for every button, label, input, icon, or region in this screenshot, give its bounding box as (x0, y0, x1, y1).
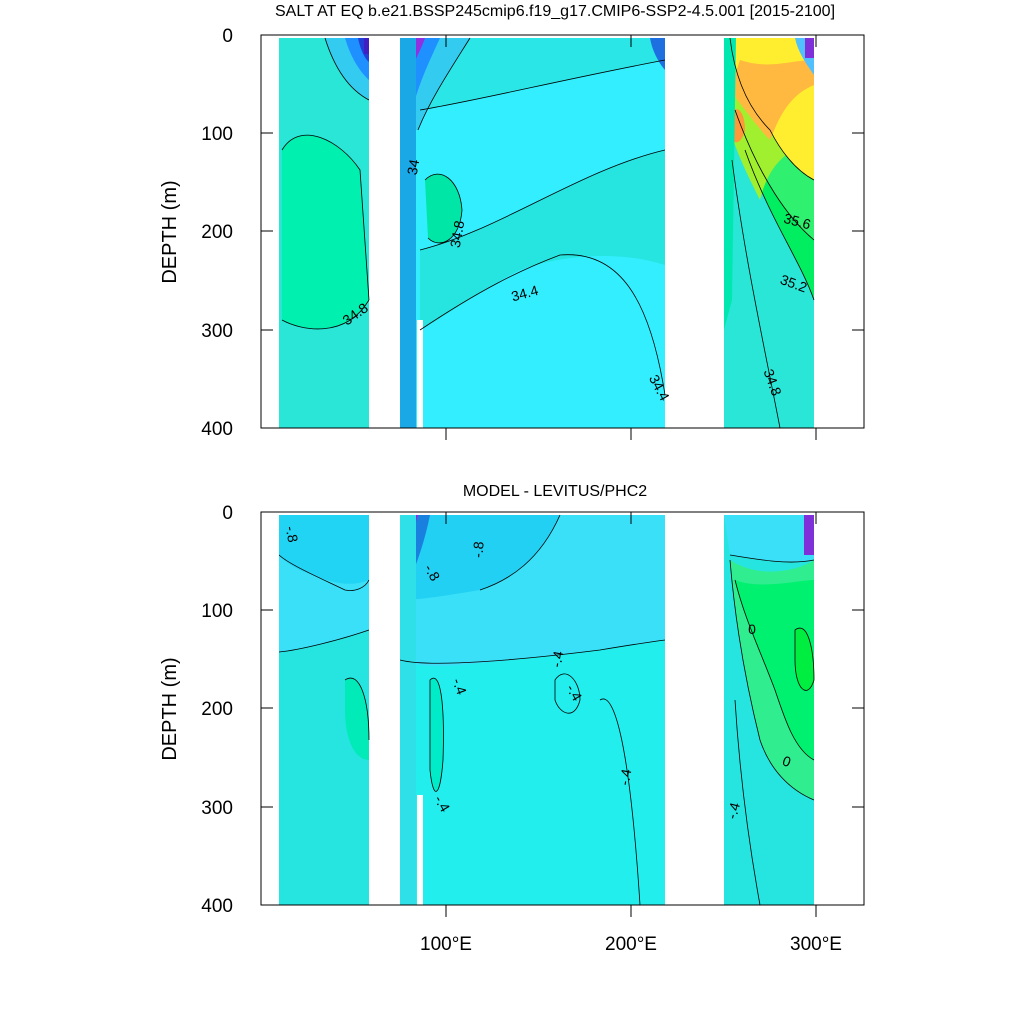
bottom-contour-label-8: -.4 (431, 792, 453, 814)
bottom-panel-title: MODEL - LEVITUS/PHC2 (463, 483, 647, 500)
bottom-indian-core (345, 678, 369, 760)
top-contour-lines (281, 37, 815, 429)
bottom-pacific-gap (417, 795, 423, 905)
bottom-contour-label-9: -.4 (723, 801, 743, 821)
top-y-ticks (261, 34, 864, 429)
bottom-x-ticks (445, 512, 817, 917)
top-pacific-upper (420, 38, 665, 110)
top-atlantic-orange (730, 60, 814, 140)
x-tick-label-300E: 300°E (790, 934, 842, 955)
bottom-contour-label-6: -.4 (449, 676, 470, 697)
bottom-contour-label-2: -.8 (469, 541, 486, 559)
bottom-y-ticks (261, 511, 864, 906)
top-contour-label-6: 35.6 (782, 210, 813, 233)
top-y-tick-label-200: 200 (201, 222, 233, 243)
top-y-axis-title: DEPTH (m) (159, 180, 181, 283)
top-indian-fresh-4 (364, 38, 369, 54)
top-pacific-mid (420, 150, 665, 330)
top-y-tick-label-100: 100 (201, 124, 233, 145)
bottom-atlantic-east-fresh (804, 515, 814, 555)
top-indian-core (282, 135, 369, 329)
bottom-y-tick-label-400: 400 (201, 896, 233, 917)
top-y-tick-label-400: 400 (201, 419, 233, 440)
bottom-atlantic-top (724, 515, 814, 563)
bottom-pacific-coast-strip (400, 515, 416, 905)
bottom-indian-top (279, 515, 369, 584)
bottom-contour-fill (278, 514, 815, 906)
bottom-contour-label-1: -.8 (283, 525, 302, 544)
top-pacific-east-fresh (650, 38, 665, 70)
bottom-contour-label-3: -.8 (421, 561, 443, 583)
bottom-atlantic-green-2 (735, 580, 814, 760)
bottom-pacific-core (430, 678, 444, 792)
bottom-y-axis-title: DEPTH (m) (159, 657, 181, 760)
top-x-ticks (445, 35, 817, 440)
bottom-contour-label-4: -.4 (548, 649, 567, 668)
bottom-y-tick-label-300: 300 (201, 798, 233, 819)
bottom-pacific-top (400, 515, 560, 600)
top-contour-fill (279, 37, 815, 429)
top-atlantic-west-edge (724, 38, 736, 330)
bottom-y-tick-label-100: 100 (201, 601, 233, 622)
top-atlantic-east-fresh-2 (805, 38, 814, 58)
top-contour-label-1: 34 (404, 158, 422, 176)
top-contour-label-4: 34.4 (509, 282, 540, 305)
bottom-panel: MODEL - LEVITUS/PHC2 (159, 483, 865, 955)
x-tick-label-200E: 200°E (605, 934, 657, 955)
bottom-contour-lines (278, 514, 815, 906)
top-contour-label-2: 34.8 (447, 219, 468, 249)
top-y-tick-label-0: 0 (222, 26, 233, 47)
bottom-y-tick-label-0: 0 (222, 503, 233, 524)
bottom-contour-label-7: -.4 (616, 767, 635, 786)
bottom-atlantic-green-3 (795, 628, 814, 691)
top-panel-title: SALT AT EQ b.e21.BSSP245cmip6.f19_g17.CM… (275, 3, 835, 20)
bottom-contour-label-5: -.4 (563, 681, 585, 703)
top-pacific-gap (417, 320, 423, 428)
bottom-contour-labels: -.8 -.8 -.8 -.4 -.4 -.4 -.4 -.4 -.4 0 0 (283, 525, 794, 821)
top-panel: SALT AT EQ b.e21.BSSP245cmip6.f19_g17.CM… (159, 3, 865, 440)
bottom-y-tick-label-200: 200 (201, 699, 233, 720)
x-tick-label-100E: 100°E (420, 934, 472, 955)
bottom-contour-label-10: 0 (748, 621, 756, 637)
top-y-tick-label-300: 300 (201, 321, 233, 342)
top-pacific-lens (425, 174, 462, 243)
top-pacific-coast-strip (400, 38, 416, 428)
